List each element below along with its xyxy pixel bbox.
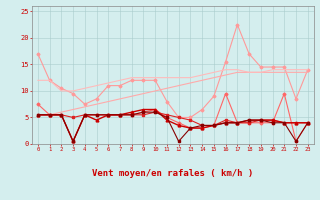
X-axis label: Vent moyen/en rafales ( km/h ): Vent moyen/en rafales ( km/h ) xyxy=(92,169,253,178)
